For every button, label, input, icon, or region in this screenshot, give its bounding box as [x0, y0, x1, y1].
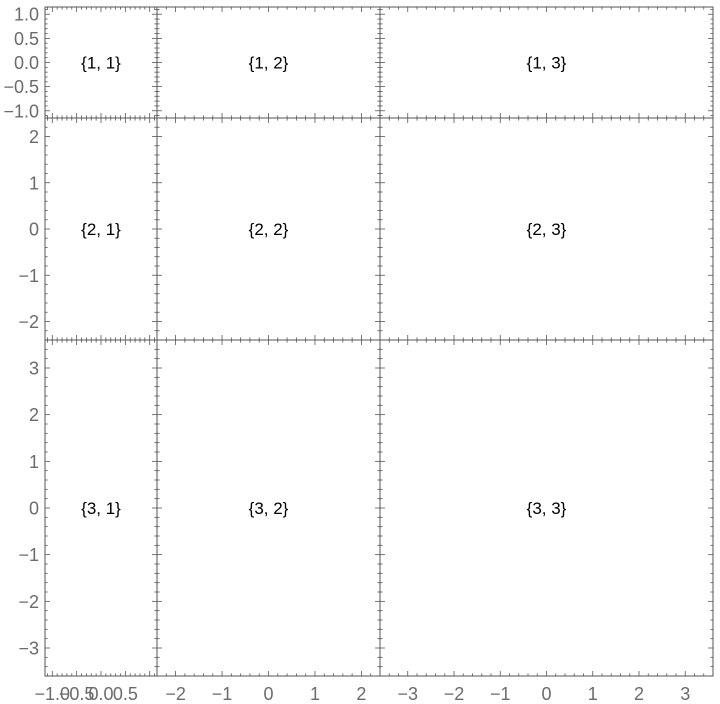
- y-tick-label-row3: −1: [18, 545, 39, 565]
- x-tick-label-col3: −3: [397, 684, 418, 704]
- x-tick-label-col3: 1: [588, 684, 598, 704]
- y-tick-label-row1: 1.0: [14, 5, 39, 25]
- cell-label-2-2: {2, 2}: [249, 220, 289, 239]
- y-tick-label-row2: 0: [29, 220, 39, 240]
- y-tick-label-row3: −3: [18, 639, 39, 659]
- x-tick-label-col2: 0: [263, 684, 273, 704]
- x-tick-label-col2: 2: [356, 684, 366, 704]
- cell-label-3-2: {3, 2}: [249, 499, 289, 518]
- x-tick-label-col3: −1: [490, 684, 511, 704]
- x-tick-label-col3: 0: [541, 684, 551, 704]
- cell-label-1-3: {1, 3}: [527, 54, 567, 73]
- cell-label-3-3: {3, 3}: [527, 499, 567, 518]
- x-tick-label-col3: −2: [444, 684, 465, 704]
- y-tick-label-row2: 1: [29, 173, 39, 193]
- cell-label-2-1: {2, 1}: [81, 220, 121, 239]
- x-tick-label-col3: 3: [680, 684, 690, 704]
- x-tick-label-col1: −1.0: [35, 684, 71, 704]
- x-tick-label-col1: −0.5: [59, 684, 95, 704]
- y-tick-label-row3: 1: [29, 452, 39, 472]
- y-tick-label-row3: 3: [29, 359, 39, 379]
- x-tick-label-col2: −1: [212, 684, 233, 704]
- y-tick-label-row1: 0.5: [14, 29, 39, 49]
- x-tick-label-col1: 0.0: [88, 684, 113, 704]
- y-tick-label-row1: −1.0: [3, 101, 39, 121]
- x-tick-label-col3: 2: [634, 684, 644, 704]
- cell-label-2-3: {2, 3}: [527, 220, 567, 239]
- cell-label-3-1: {3, 1}: [81, 499, 121, 518]
- y-tick-label-row3: 0: [29, 499, 39, 519]
- y-tick-label-row2: 2: [29, 127, 39, 147]
- y-tick-label-row1: 0.0: [14, 53, 39, 73]
- x-tick-label-col1: 0.5: [113, 684, 138, 704]
- y-tick-label-row2: −2: [18, 312, 39, 332]
- y-tick-label-row3: 2: [29, 405, 39, 425]
- y-tick-label-row1: −0.5: [3, 77, 39, 97]
- cell-label-1-1: {1, 1}: [81, 54, 121, 73]
- y-tick-label-row2: −1: [18, 266, 39, 286]
- cell-label-1-2: {1, 2}: [249, 54, 289, 73]
- y-tick-label-row3: −2: [18, 592, 39, 612]
- x-tick-label-col2: −2: [165, 684, 186, 704]
- x-tick-label-col2: 1: [310, 684, 320, 704]
